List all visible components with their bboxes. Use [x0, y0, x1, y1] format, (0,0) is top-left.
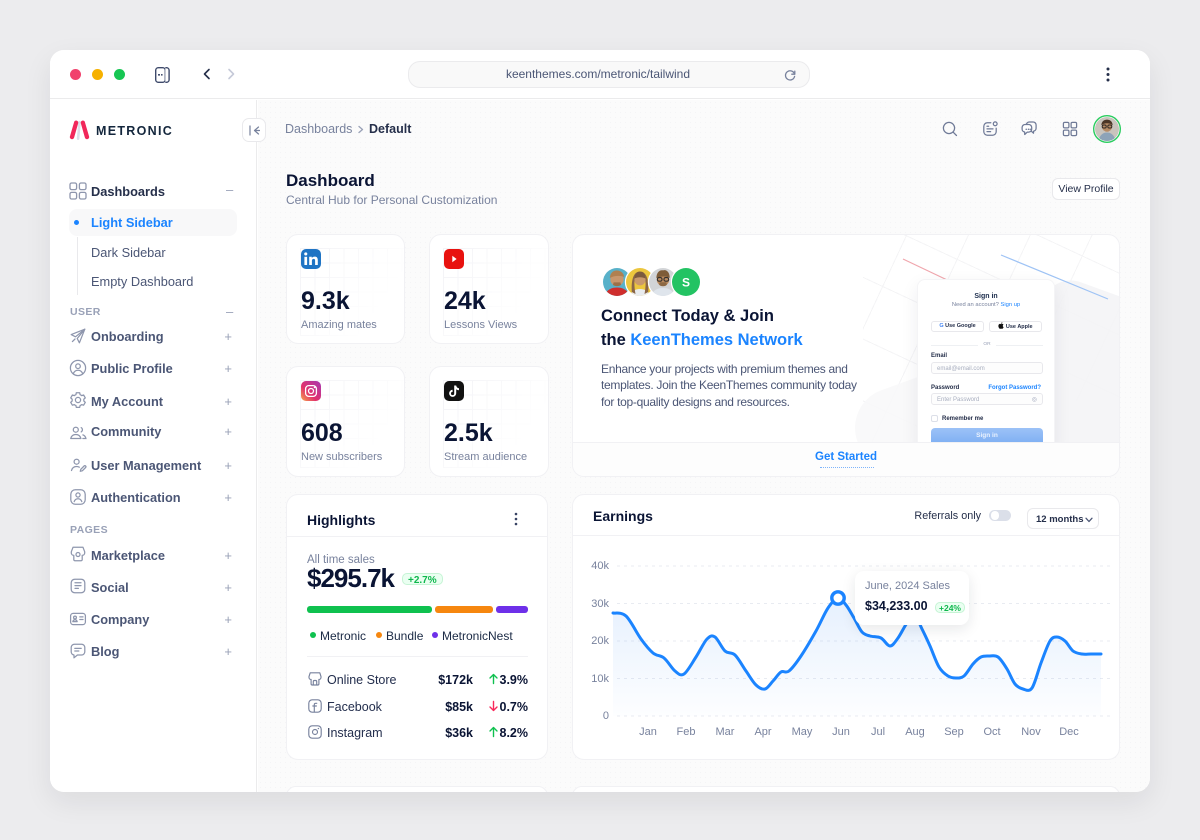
svg-text:S: S — [682, 276, 690, 290]
